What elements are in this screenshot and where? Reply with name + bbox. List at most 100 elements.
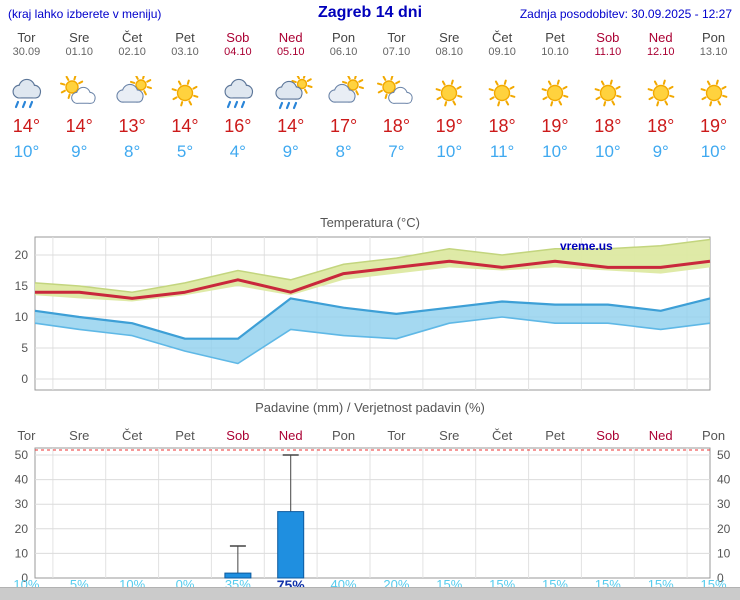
day-date: 30.09 xyxy=(12,46,41,58)
max-temperature: 16° xyxy=(224,116,252,136)
day-name: Čet xyxy=(122,30,143,45)
svg-text:20: 20 xyxy=(717,522,731,536)
max-temperature: 18° xyxy=(594,116,622,136)
sunny-icon-svg xyxy=(435,79,463,107)
day-name: Pon xyxy=(332,30,356,45)
precip-day-labels: Tor Sre Čet Pet Sob Ned Pon Tor Sre Čet Pet Sob Ned P… xyxy=(0,428,740,443)
precip-day-label: Pon xyxy=(332,428,356,443)
max-temperature: 18° xyxy=(382,116,411,136)
cloudy-sun-icon xyxy=(322,74,366,110)
day-name: Tor xyxy=(387,30,406,45)
cloudy-sun-icon-svg xyxy=(116,74,153,103)
day-name: Sre xyxy=(439,30,460,45)
svg-text:0: 0 xyxy=(21,571,28,585)
rain-icon xyxy=(4,76,48,110)
precip-day-label: Sob xyxy=(226,428,250,443)
day-forecast-cell: Pet 03.10 14° 5° xyxy=(159,30,212,162)
min-temperature: 9° xyxy=(652,142,669,161)
precip-day-label: Sob xyxy=(596,428,620,443)
day-date: 02.10 xyxy=(118,46,146,58)
min-temperature: 10° xyxy=(13,142,40,161)
precip-day-label: Sre xyxy=(439,428,460,443)
min-temperature: 9° xyxy=(282,142,299,161)
sunny-icon xyxy=(692,76,736,110)
cloudy-sun-icon-svg xyxy=(327,74,364,103)
last-updated: Zadnja posodobitev: 30.09.2025 - 12:27 xyxy=(519,7,732,21)
max-temperature: 14° xyxy=(277,116,305,136)
day-name: Pon xyxy=(702,30,726,45)
max-temperature: 14° xyxy=(12,116,41,136)
min-temperature: 8° xyxy=(124,142,141,161)
max-temperature: 19° xyxy=(541,116,569,136)
sunny-icon xyxy=(533,76,577,110)
sunny-icon-svg xyxy=(488,79,516,107)
day-name: Sre xyxy=(69,30,90,45)
day-date: 13.10 xyxy=(699,46,728,58)
sunny-icon xyxy=(427,76,471,110)
watermark: vreme.us xyxy=(560,239,613,253)
day-forecast-cell: Sob 11.10 18° 10° xyxy=(581,30,634,162)
day-forecast-cell: Ned 12.10 18° 9° xyxy=(634,30,687,162)
svg-text:30: 30 xyxy=(717,497,731,511)
precipitation-chart: 0 0 10 10 20 20 30 30 40 40 50 50 xyxy=(15,447,731,585)
day-name: Pet xyxy=(175,30,195,45)
precip-day-label: Tor xyxy=(387,428,406,443)
rain-icon xyxy=(216,76,260,110)
max-temperature: 19° xyxy=(435,116,463,136)
day-date: 11.10 xyxy=(594,46,622,58)
precip-day-label: Čet xyxy=(492,428,513,443)
svg-text:10: 10 xyxy=(15,310,29,324)
sunny-icon-svg xyxy=(594,79,622,107)
day-date: 04.10 xyxy=(224,46,252,58)
min-temperature: 8° xyxy=(335,142,352,161)
min-temperature: 10° xyxy=(700,142,727,161)
partly-cloudy-icon-svg xyxy=(377,75,414,104)
max-temperature: 17° xyxy=(329,116,358,136)
day-date: 05.10 xyxy=(276,46,305,58)
day-name: Čet xyxy=(492,30,513,45)
sunny-icon-svg xyxy=(171,79,199,107)
min-temperature: 10° xyxy=(594,142,621,161)
svg-text:10: 10 xyxy=(717,546,731,560)
svg-text:20: 20 xyxy=(15,522,29,536)
day-name: Ned xyxy=(278,30,303,45)
svg-text:15: 15 xyxy=(15,279,29,293)
day-forecast-cell: Sob 04.10 16° 4° xyxy=(211,30,264,162)
precip-day-label: Pet xyxy=(545,428,565,443)
sunny-icon xyxy=(480,76,524,110)
svg-text:50: 50 xyxy=(15,448,29,462)
day-date: 01.10 xyxy=(65,46,94,58)
day-forecast-cell: Sre 08.10 19° 10° xyxy=(423,30,476,162)
rain-icon-svg xyxy=(12,78,42,109)
day-name: Tor xyxy=(17,30,36,45)
max-temperature: 19° xyxy=(699,116,728,136)
svg-text:20: 20 xyxy=(15,248,29,262)
forecast-table: Tor 30.09 14° 10° Sre 01.10 14° 9° Čet 0… xyxy=(0,30,740,162)
partly-cloudy-icon xyxy=(57,75,101,110)
svg-text:40: 40 xyxy=(717,473,731,487)
rain-sun-icon xyxy=(269,73,313,110)
day-name: Ned xyxy=(648,30,673,45)
svg-text:30: 30 xyxy=(15,497,29,511)
precipitation-chart-title: Padavine (mm) / Verjetnost padavin (%) xyxy=(255,400,485,415)
day-forecast-cell: Pon 13.10 19° 10° xyxy=(687,30,740,162)
max-temperature: 14° xyxy=(65,116,93,136)
partly-cloudy-icon-svg xyxy=(60,75,96,104)
precip-day-label: Sre xyxy=(69,428,90,443)
svg-text:0: 0 xyxy=(717,571,724,585)
precip-day-label: Pon xyxy=(702,428,726,443)
svg-text:0: 0 xyxy=(21,372,28,386)
sunny-icon-svg xyxy=(700,79,727,107)
day-date: 12.10 xyxy=(646,46,675,58)
max-temperature: 18° xyxy=(647,116,675,136)
temperature-chart-title: Temperatura (°C) xyxy=(320,215,420,230)
day-forecast-cell: Sre 01.10 14° 9° xyxy=(53,30,106,162)
min-temperature: 9° xyxy=(71,142,88,161)
day-forecast-cell: Čet 02.10 13° 8° xyxy=(106,30,159,162)
precip-day-label: Tor xyxy=(17,428,36,443)
min-temperature: 7° xyxy=(388,142,405,161)
svg-text:10: 10 xyxy=(15,546,29,560)
min-temperature: 10° xyxy=(542,142,568,161)
precip-day-label: Čet xyxy=(122,428,143,443)
